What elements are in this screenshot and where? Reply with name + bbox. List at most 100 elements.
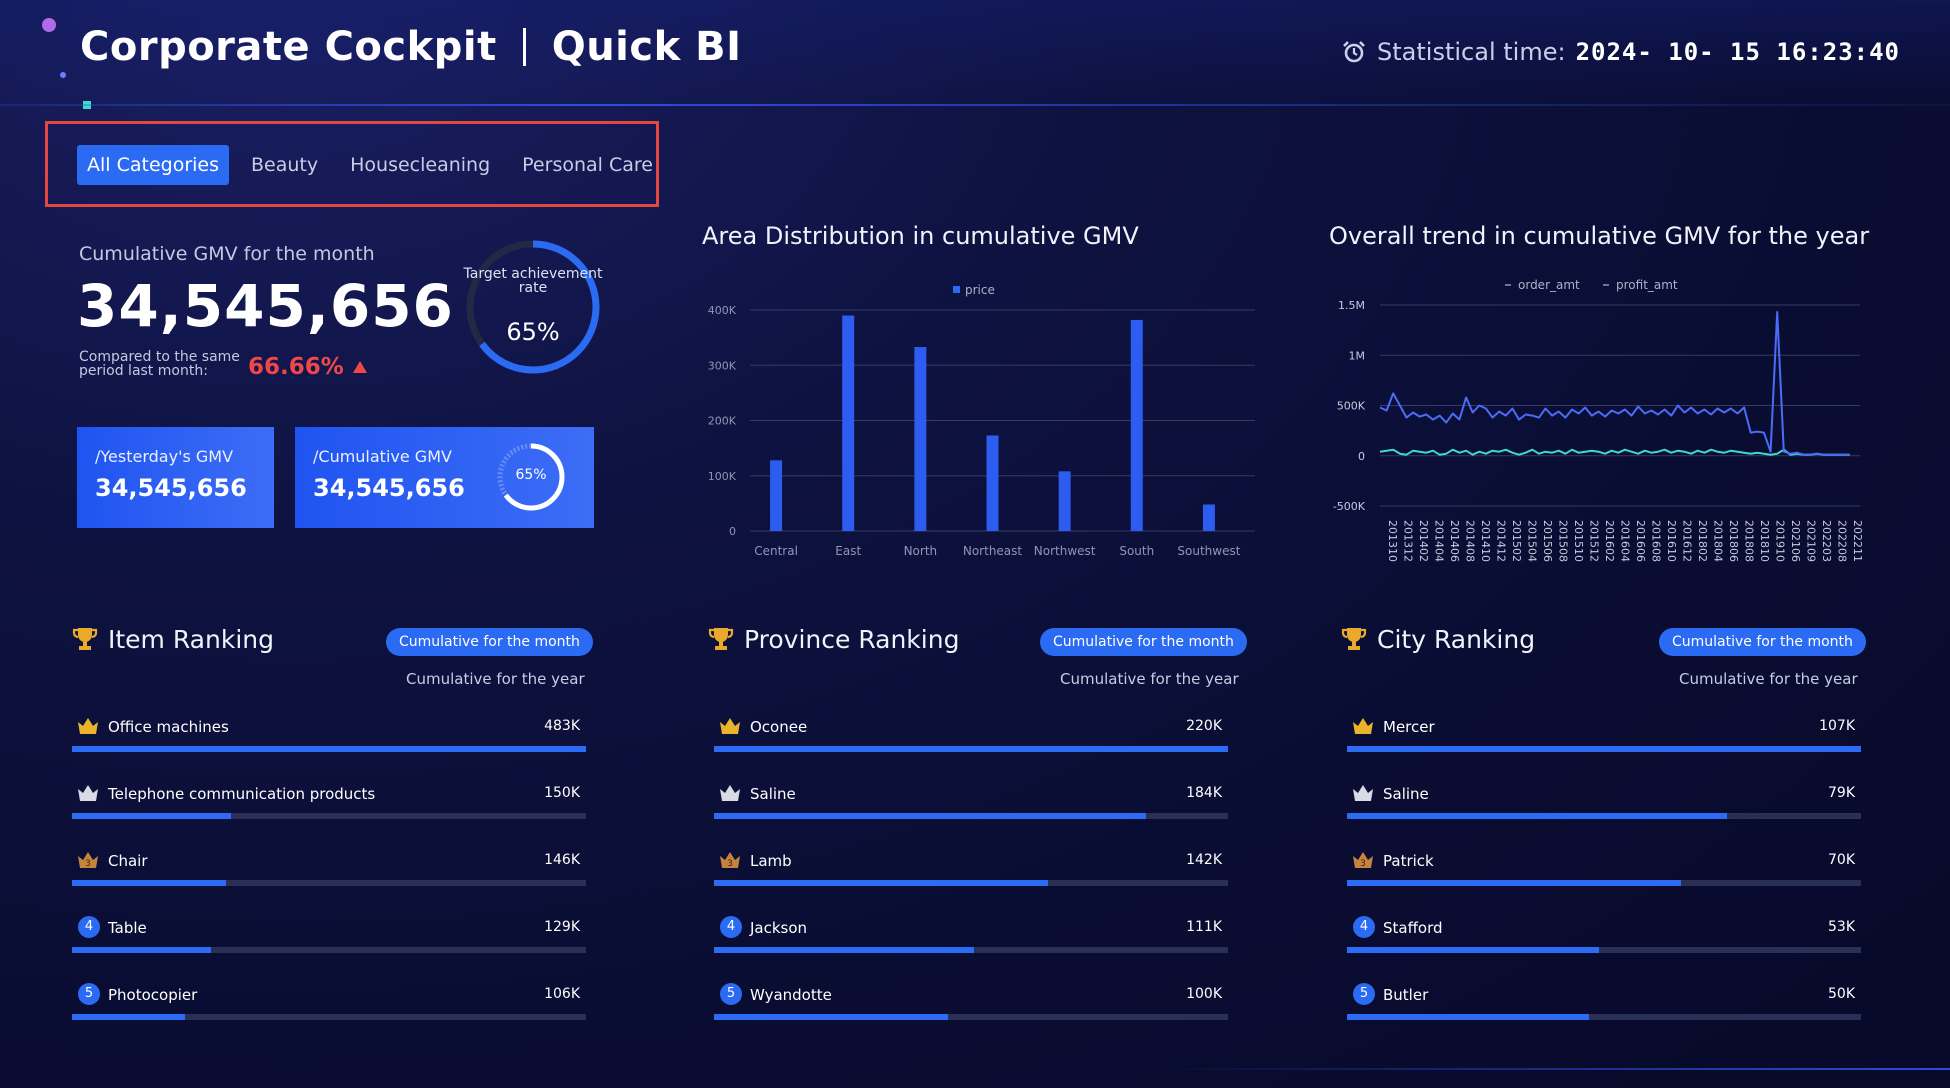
y-tick-label: 0 xyxy=(729,525,736,538)
x-tick-label: Northeast xyxy=(963,544,1023,558)
title-separator xyxy=(522,28,526,66)
item-ranking-year-toggle[interactable]: Cumulative for the year xyxy=(406,670,585,688)
decor-dot xyxy=(60,72,66,78)
target-achievement-value: 65% xyxy=(506,318,560,346)
rank-progress-fill xyxy=(714,746,1228,752)
category-tabs: All Categories Beauty Housecleaning Pers… xyxy=(77,145,675,185)
x-tick-label: 201404 xyxy=(1433,520,1446,562)
product-name: Quick BI xyxy=(551,24,742,70)
x-tick-label: 201808 xyxy=(1743,520,1756,562)
list-item: Saline 184K xyxy=(714,785,1228,833)
card-value: 34,545,656 xyxy=(95,474,247,502)
rank-progress-track xyxy=(1347,746,1861,752)
cumulative-gmv-card: /Cumulative GMV 34,545,656 65% xyxy=(295,427,594,528)
list-item: Telephone communication products 150K xyxy=(72,785,586,833)
rank-item-name: Photocopier xyxy=(108,986,198,1004)
x-tick-label: 202106 xyxy=(1789,520,1802,562)
series-line-profit_amt xyxy=(1379,448,1850,456)
tab-beauty[interactable]: Beauty xyxy=(251,154,319,176)
kpi-value: 34,545,656 xyxy=(77,272,454,340)
page-title: Corporate Cockpit Quick BI xyxy=(80,24,742,70)
province-ranking-year-toggle[interactable]: Cumulative for the year xyxy=(1060,670,1239,688)
legend-label-price: price xyxy=(965,283,995,297)
footer-decor-line xyxy=(1150,1068,1950,1070)
svg-text:3: 3 xyxy=(1360,859,1366,869)
bar-south xyxy=(1130,319,1143,531)
crown-icon xyxy=(1351,781,1375,805)
x-tick-label: 201408 xyxy=(1464,520,1477,562)
rank-item-name: Chair xyxy=(108,852,148,870)
rank-progress-track xyxy=(714,1014,1228,1020)
rank-item-name: Jackson xyxy=(750,919,808,937)
header-divider xyxy=(0,104,1950,106)
province-ranking-month-toggle[interactable]: Cumulative for the month xyxy=(1040,628,1247,656)
y-tick-label: -500K xyxy=(1333,500,1366,513)
legend-label-profit_amt: profit_amt xyxy=(1616,278,1678,292)
tab-all-categories[interactable]: All Categories xyxy=(77,145,230,185)
rank-progress-track xyxy=(72,947,586,953)
city-ranking-title: City Ranking xyxy=(1339,624,1535,654)
rank-item-value: 146K xyxy=(544,852,580,868)
line-chart-title: Overall trend in cumulative GMV for the … xyxy=(1329,222,1870,250)
y-tick-label: 1M xyxy=(1349,349,1366,362)
bar-central xyxy=(770,460,783,531)
kpi-compare-label: Compared to the same period last month: xyxy=(79,349,240,379)
y-tick-label: 300K xyxy=(708,359,737,372)
statistical-time: Statistical time: 2024- 10- 15 16:23:40 xyxy=(1341,38,1900,66)
y-tick-label: 200K xyxy=(708,415,737,428)
rank-number-badge: 5 xyxy=(1353,983,1375,1005)
cumulative-gmv-ring-value: 65% xyxy=(515,467,547,483)
card-label: /Yesterday's GMV xyxy=(95,447,234,466)
x-tick-label: 201604 xyxy=(1619,520,1632,562)
kpi-rate-value: 66.66% xyxy=(248,354,344,380)
trophy-icon xyxy=(70,624,100,654)
up-arrow-icon xyxy=(352,361,367,373)
y-tick-label: 1.5M xyxy=(1338,299,1365,312)
rank-progress-fill xyxy=(1347,813,1728,819)
rank-item-name: Mercer xyxy=(1383,718,1435,736)
x-tick-label: 201504 xyxy=(1526,520,1539,562)
x-tick-label: 201310 xyxy=(1386,520,1399,562)
y-tick-label: 0 xyxy=(1358,450,1365,463)
rank-item-name: Office machines xyxy=(108,718,229,736)
tab-housecleaning[interactable]: Housecleaning xyxy=(350,154,491,176)
rank-item-value: 106K xyxy=(544,986,580,1002)
rank-progress-track xyxy=(72,746,586,752)
rank-progress-track xyxy=(714,746,1228,752)
x-tick-label: 201402 xyxy=(1417,520,1430,562)
trophy-icon xyxy=(1339,624,1369,654)
decor-dot xyxy=(42,18,56,32)
stat-time-value: 2024- 10- 15 16:23:40 xyxy=(1575,38,1900,66)
kpi-label: Cumulative GMV for the month xyxy=(79,243,375,265)
x-tick-label: 201502 xyxy=(1510,520,1523,562)
rank-progress-track xyxy=(1347,947,1861,953)
yesterday-gmv-card: /Yesterday's GMV 34,545,656 xyxy=(77,427,274,528)
city-ranking-month-toggle[interactable]: Cumulative for the month xyxy=(1659,628,1866,656)
rank-item-name: Telephone communication products xyxy=(108,785,376,803)
province-ranking-title: Province Ranking xyxy=(706,624,959,654)
city-ranking-year-toggle[interactable]: Cumulative for the year xyxy=(1679,670,1858,688)
x-tick-label: 201606 xyxy=(1634,520,1647,562)
y-tick-label: 100K xyxy=(708,470,737,483)
rank-number-badge: 5 xyxy=(78,983,100,1005)
list-item: Mercer 107K xyxy=(1347,718,1861,766)
rank-progress-fill xyxy=(72,947,211,953)
x-tick-label: Southwest xyxy=(1177,544,1240,558)
rank-item-value: 70K xyxy=(1828,852,1855,868)
alarm-clock-icon xyxy=(1343,41,1365,63)
rank-item-value: 100K xyxy=(1186,986,1222,1002)
rank-item-name: Butler xyxy=(1383,986,1429,1004)
list-item: 3 Patrick 70K xyxy=(1347,852,1861,900)
list-item: 4 Table 129K xyxy=(72,916,586,967)
tab-personal-care[interactable]: Personal Care xyxy=(522,154,653,176)
rank-item-name: Lamb xyxy=(750,852,792,870)
crown-icon xyxy=(1351,714,1375,738)
item-ranking-month-toggle[interactable]: Cumulative for the month xyxy=(386,628,593,656)
list-item: Office machines 483K xyxy=(72,718,586,766)
rank-progress-fill xyxy=(1347,947,1599,953)
rank-item-name: Patrick xyxy=(1383,852,1434,870)
cumulative-gmv-ring xyxy=(497,443,565,511)
list-item: 3 Lamb 142K xyxy=(714,852,1228,900)
x-tick-label: 201506 xyxy=(1541,520,1554,562)
x-tick-label: 201602 xyxy=(1603,520,1616,562)
